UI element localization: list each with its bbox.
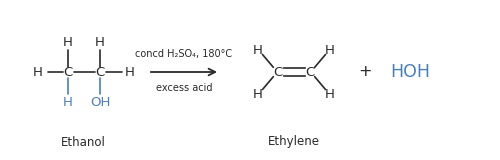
Text: H: H bbox=[325, 44, 335, 56]
Text: excess acid: excess acid bbox=[156, 83, 212, 93]
Text: H: H bbox=[325, 88, 335, 100]
Text: H: H bbox=[33, 65, 43, 79]
Text: H: H bbox=[63, 36, 73, 48]
Text: Ethylene: Ethylene bbox=[268, 136, 320, 148]
Text: +: + bbox=[358, 64, 372, 80]
Text: H: H bbox=[95, 36, 105, 48]
Text: OH: OH bbox=[90, 96, 110, 108]
Text: Ethanol: Ethanol bbox=[60, 136, 106, 148]
Text: C: C bbox=[64, 65, 72, 79]
Text: HOH: HOH bbox=[390, 63, 430, 81]
Text: H: H bbox=[253, 88, 263, 100]
Text: H: H bbox=[253, 44, 263, 56]
Text: C: C bbox=[274, 65, 282, 79]
Text: C: C bbox=[96, 65, 104, 79]
Text: concd H₂SO₄, 180°C: concd H₂SO₄, 180°C bbox=[136, 49, 232, 59]
Text: C: C bbox=[306, 65, 314, 79]
Text: H: H bbox=[63, 96, 73, 108]
Text: H: H bbox=[125, 65, 135, 79]
